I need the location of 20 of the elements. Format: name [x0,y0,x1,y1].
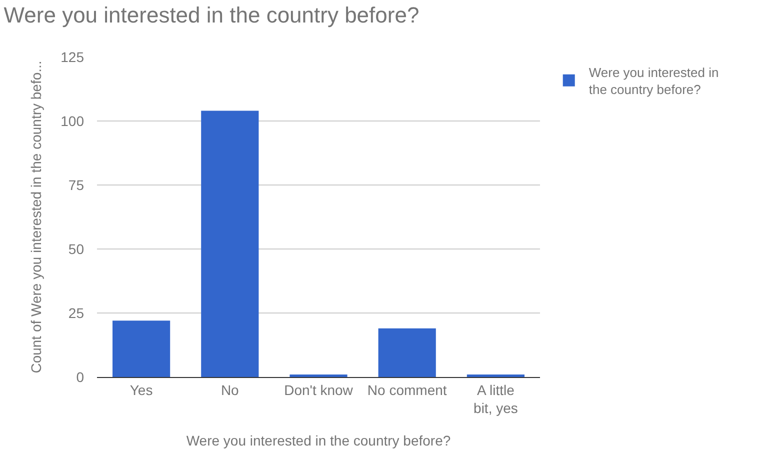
y-tick-label: 100 [60,112,84,129]
x-tick-label: A little bit, yes [474,382,518,416]
y-tick-label: 125 [60,48,84,65]
y-tick-label: 75 [68,176,84,193]
x-tick-label: No [220,382,240,398]
y-tick-label: 50 [68,240,84,257]
legend-label: Were you interested in the country before? [588,65,719,97]
chart-title: Were you interested in the country before? [4,2,420,28]
x-tick-label: Don't know [284,382,354,398]
y-tick-label: 25 [68,304,84,321]
x-tick-label: No comment [367,382,447,398]
bar [466,374,524,377]
bar [201,110,259,377]
x-axis-title: Were you interested in the country before? [186,432,451,448]
y-tick-label: 0 [76,368,84,385]
y-axis-title: Count of Were you interested in the country befo... [28,60,44,374]
x-tick-label: Yes [130,382,153,398]
bar [112,320,170,377]
bar [378,328,436,377]
bar [290,374,348,377]
